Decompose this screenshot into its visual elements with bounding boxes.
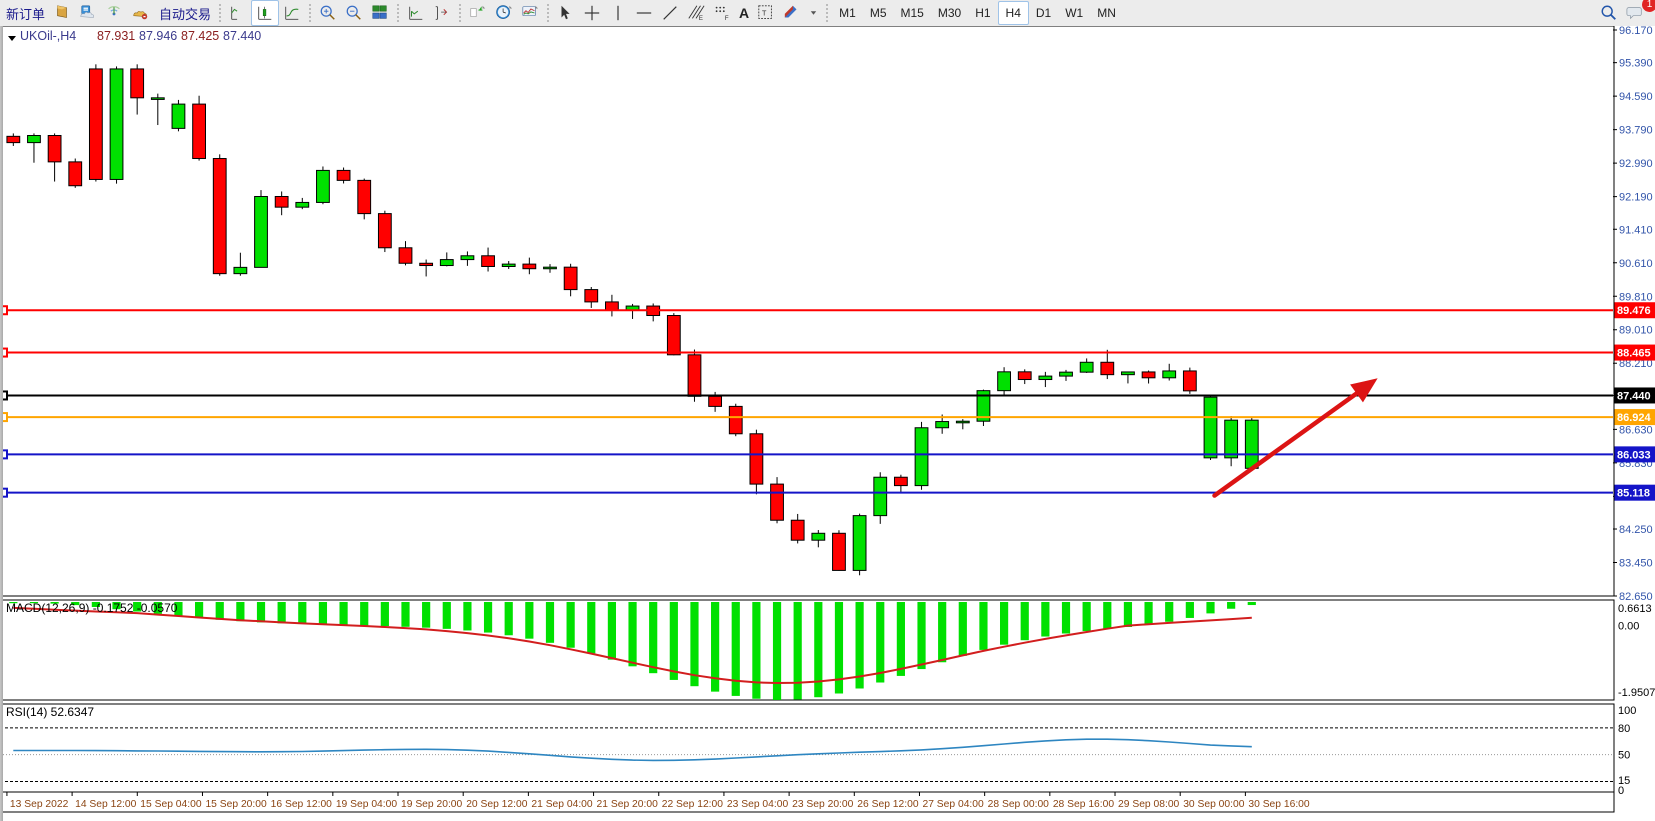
svg-text:23 Sep 04:00: 23 Sep 04:00	[727, 799, 789, 810]
svg-text:T: T	[762, 9, 767, 18]
svg-text:89.010: 89.010	[1619, 325, 1653, 337]
svg-text:22 Sep 12:00: 22 Sep 12:00	[662, 799, 724, 810]
svg-text:20 Sep 12:00: 20 Sep 12:00	[466, 799, 528, 810]
svg-text:15 Sep 04:00: 15 Sep 04:00	[140, 799, 202, 810]
svg-text:E: E	[699, 15, 703, 22]
svg-text:87.440: 87.440	[223, 29, 261, 43]
svg-text:50: 50	[1618, 750, 1630, 762]
svg-text:0.6613: 0.6613	[1618, 603, 1652, 615]
svg-text:28 Sep 00:00: 28 Sep 00:00	[988, 799, 1050, 810]
svg-text:86.033: 86.033	[1617, 449, 1651, 461]
svg-text:89.476: 89.476	[1617, 305, 1651, 317]
svg-text:UKOil-,H4: UKOil-,H4	[20, 29, 76, 43]
svg-text:83.450: 83.450	[1619, 558, 1653, 570]
svg-text:90.610: 90.610	[1619, 258, 1653, 270]
svg-text:96.170: 96.170	[1619, 26, 1653, 37]
svg-text:0.00: 0.00	[1618, 620, 1639, 632]
svg-text:30 Sep 00:00: 30 Sep 00:00	[1183, 799, 1245, 810]
svg-text:14 Sep 12:00: 14 Sep 12:00	[75, 799, 137, 810]
svg-text:21 Sep 04:00: 21 Sep 04:00	[531, 799, 593, 810]
svg-text:15 Sep 20:00: 15 Sep 20:00	[205, 799, 267, 810]
svg-text:87.425: 87.425	[181, 29, 219, 43]
svg-text:86.924: 86.924	[1617, 412, 1652, 424]
svg-text:MACD(12,26,9) -0.1752 -0.0570: MACD(12,26,9) -0.1752 -0.0570	[6, 601, 178, 615]
svg-text:RSI(14) 52.6347: RSI(14) 52.6347	[6, 705, 94, 719]
svg-text:16 Sep 12:00: 16 Sep 12:00	[271, 799, 333, 810]
svg-text:-1.9507: -1.9507	[1618, 687, 1655, 699]
svg-text:19 Sep 20:00: 19 Sep 20:00	[401, 799, 463, 810]
svg-text:92.190: 92.190	[1619, 192, 1653, 204]
svg-text:0: 0	[1618, 785, 1624, 797]
svg-text:13 Sep 2022: 13 Sep 2022	[10, 799, 69, 810]
svg-text:100: 100	[1618, 705, 1636, 717]
svg-text:87.931: 87.931	[97, 29, 135, 43]
svg-text:29 Sep 08:00: 29 Sep 08:00	[1118, 799, 1180, 810]
svg-text:23 Sep 20:00: 23 Sep 20:00	[792, 799, 854, 810]
svg-text:95.390: 95.390	[1619, 58, 1653, 70]
svg-text:85.118: 85.118	[1617, 488, 1650, 500]
svg-text:28 Sep 16:00: 28 Sep 16:00	[1053, 799, 1115, 810]
svg-text:92.990: 92.990	[1619, 158, 1653, 170]
svg-text:27 Sep 04:00: 27 Sep 04:00	[922, 799, 984, 810]
svg-text:86.630: 86.630	[1619, 424, 1653, 436]
svg-text:19 Sep 04:00: 19 Sep 04:00	[336, 799, 398, 810]
svg-text:80: 80	[1618, 723, 1630, 735]
svg-text:93.790: 93.790	[1619, 125, 1653, 137]
svg-text:84.250: 84.250	[1619, 524, 1653, 536]
svg-text:21 Sep 20:00: 21 Sep 20:00	[597, 799, 659, 810]
svg-text:26 Sep 12:00: 26 Sep 12:00	[857, 799, 919, 810]
svg-text:87.440: 87.440	[1617, 390, 1651, 402]
svg-text:87.946: 87.946	[139, 29, 177, 43]
svg-text:F: F	[725, 15, 729, 22]
svg-text:89.810: 89.810	[1619, 291, 1653, 303]
svg-text:88.465: 88.465	[1617, 348, 1651, 360]
svg-text:82.650: 82.650	[1619, 591, 1653, 603]
svg-text:30 Sep 16:00: 30 Sep 16:00	[1248, 799, 1310, 810]
svg-text:91.410: 91.410	[1619, 224, 1653, 236]
svg-text:94.590: 94.590	[1619, 91, 1653, 103]
